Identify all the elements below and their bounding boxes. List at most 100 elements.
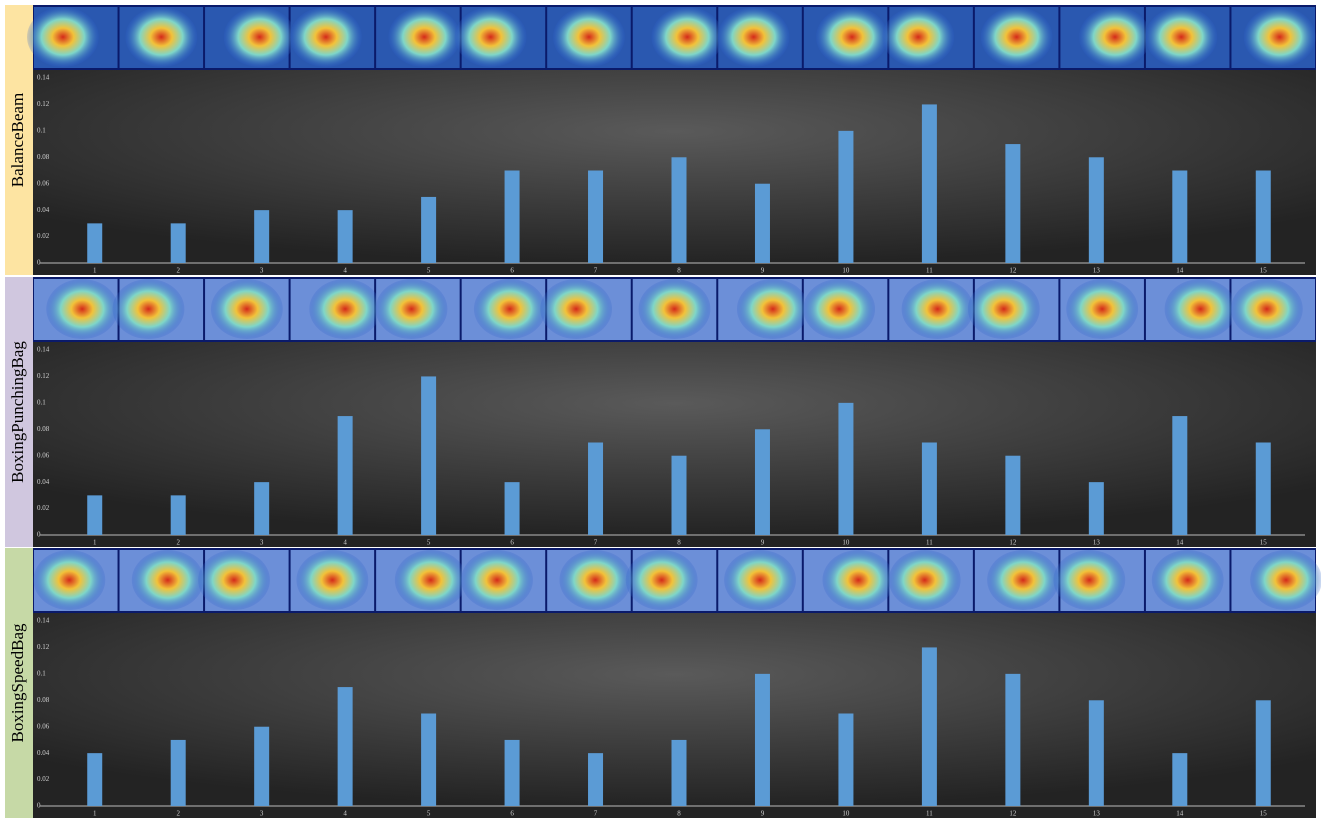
heatmap-overlay [816,7,888,67]
x-tick-label: 7 [594,810,598,818]
heatmap-overlay [737,279,809,339]
y-tick-label: 0.08 [37,425,50,433]
bar [838,403,853,535]
heatmap-overlay [296,550,368,610]
x-tick-label: 1 [93,267,97,275]
y-tick-label: 0.12 [37,643,50,651]
heatmap-overlay [46,279,118,339]
bar [1005,144,1020,263]
x-tick-label: 13 [1093,267,1101,275]
y-tick-label: 0.08 [37,153,50,161]
heatmap-overlay [540,279,612,339]
x-tick-label: 6 [510,539,514,547]
bar [87,753,102,806]
side-label: BoxingPunchingBag [8,341,27,483]
side-label: BoxingSpeedBag [8,623,27,742]
heatmap-overlay [1079,7,1151,67]
side-label: BalanceBeam [8,93,27,187]
x-tick-label: 1 [93,810,97,818]
x-tick-label: 15 [1260,267,1268,275]
bar [87,223,102,263]
heatmap-overlay [651,7,723,67]
heatmap-overlay [639,279,711,339]
heatmap-overlay [33,550,105,610]
bar [171,495,186,535]
bar [1256,443,1271,536]
y-tick-label: 0.14 [37,74,50,82]
bar [254,727,269,806]
x-tick-label: 4 [343,539,347,547]
bar [1172,416,1187,535]
bar [1089,482,1104,535]
bar [922,104,937,263]
bar [1005,456,1020,535]
heatmap-overlay [889,550,961,610]
heatmap-overlay [376,279,448,339]
heatmap-overlay [1145,7,1217,67]
bar [1172,171,1187,264]
bar [338,687,353,806]
bar [421,376,436,535]
y-tick-label: 0.1 [37,126,46,134]
heatmap-overlay [1244,7,1316,67]
heatmap-overlay [27,7,99,67]
x-tick-label: 8 [677,539,681,547]
bar [672,157,687,263]
y-tick-label: 0.04 [37,206,50,214]
bar [588,171,603,264]
heatmap-overlay [461,550,533,610]
x-tick-label: 3 [260,539,264,547]
heatmap-overlay [1066,279,1138,339]
x-tick-label: 3 [260,267,264,275]
heatmap-overlay [1152,550,1224,610]
heatmap-overlay [987,550,1059,610]
x-tick-label: 11 [926,267,933,275]
heatmap-overlay [724,550,796,610]
bar [87,495,102,535]
x-tick-label: 12 [1009,539,1017,547]
bar [922,443,937,536]
bar [755,184,770,263]
bar [838,714,853,807]
y-tick-label: 0.02 [37,775,50,783]
bar [1005,674,1020,806]
x-tick-label: 2 [176,267,180,275]
x-tick-label: 4 [343,810,347,818]
x-tick-label: 5 [427,539,431,547]
x-tick-label: 8 [677,267,681,275]
heatmap-overlay [1231,279,1303,339]
x-tick-label: 7 [594,267,598,275]
x-tick-label: 10 [842,810,850,818]
heatmap-overlay [968,279,1040,339]
x-tick-label: 9 [761,810,765,818]
bar [672,740,687,806]
bar [505,482,520,535]
bar [171,223,186,263]
y-tick-label: 0.08 [37,696,50,704]
bar [505,171,520,264]
y-tick-label: 0.04 [37,478,50,486]
x-tick-label: 15 [1260,810,1268,818]
heatmap-overlay [1053,550,1125,610]
bar [254,482,269,535]
x-tick-label: 14 [1176,539,1184,547]
y-tick-label: 0.04 [37,749,50,757]
y-tick-label: 0.06 [37,179,50,187]
heatmap-overlay [395,550,467,610]
x-tick-label: 9 [761,267,765,275]
heatmap-overlay [474,279,546,339]
x-tick-label: 5 [427,810,431,818]
x-tick-label: 11 [926,810,933,818]
bar [588,443,603,536]
bar [838,131,853,263]
bar [1089,700,1104,806]
y-tick-label: 0.1 [37,398,46,406]
x-tick-label: 6 [510,267,514,275]
bar [1256,171,1271,264]
heatmap-overlay [626,550,698,610]
y-tick-label: 0.14 [37,346,50,354]
x-tick-label: 11 [926,539,933,547]
x-tick-label: 5 [427,267,431,275]
x-tick-label: 15 [1260,539,1268,547]
heatmap-overlay [718,7,790,67]
